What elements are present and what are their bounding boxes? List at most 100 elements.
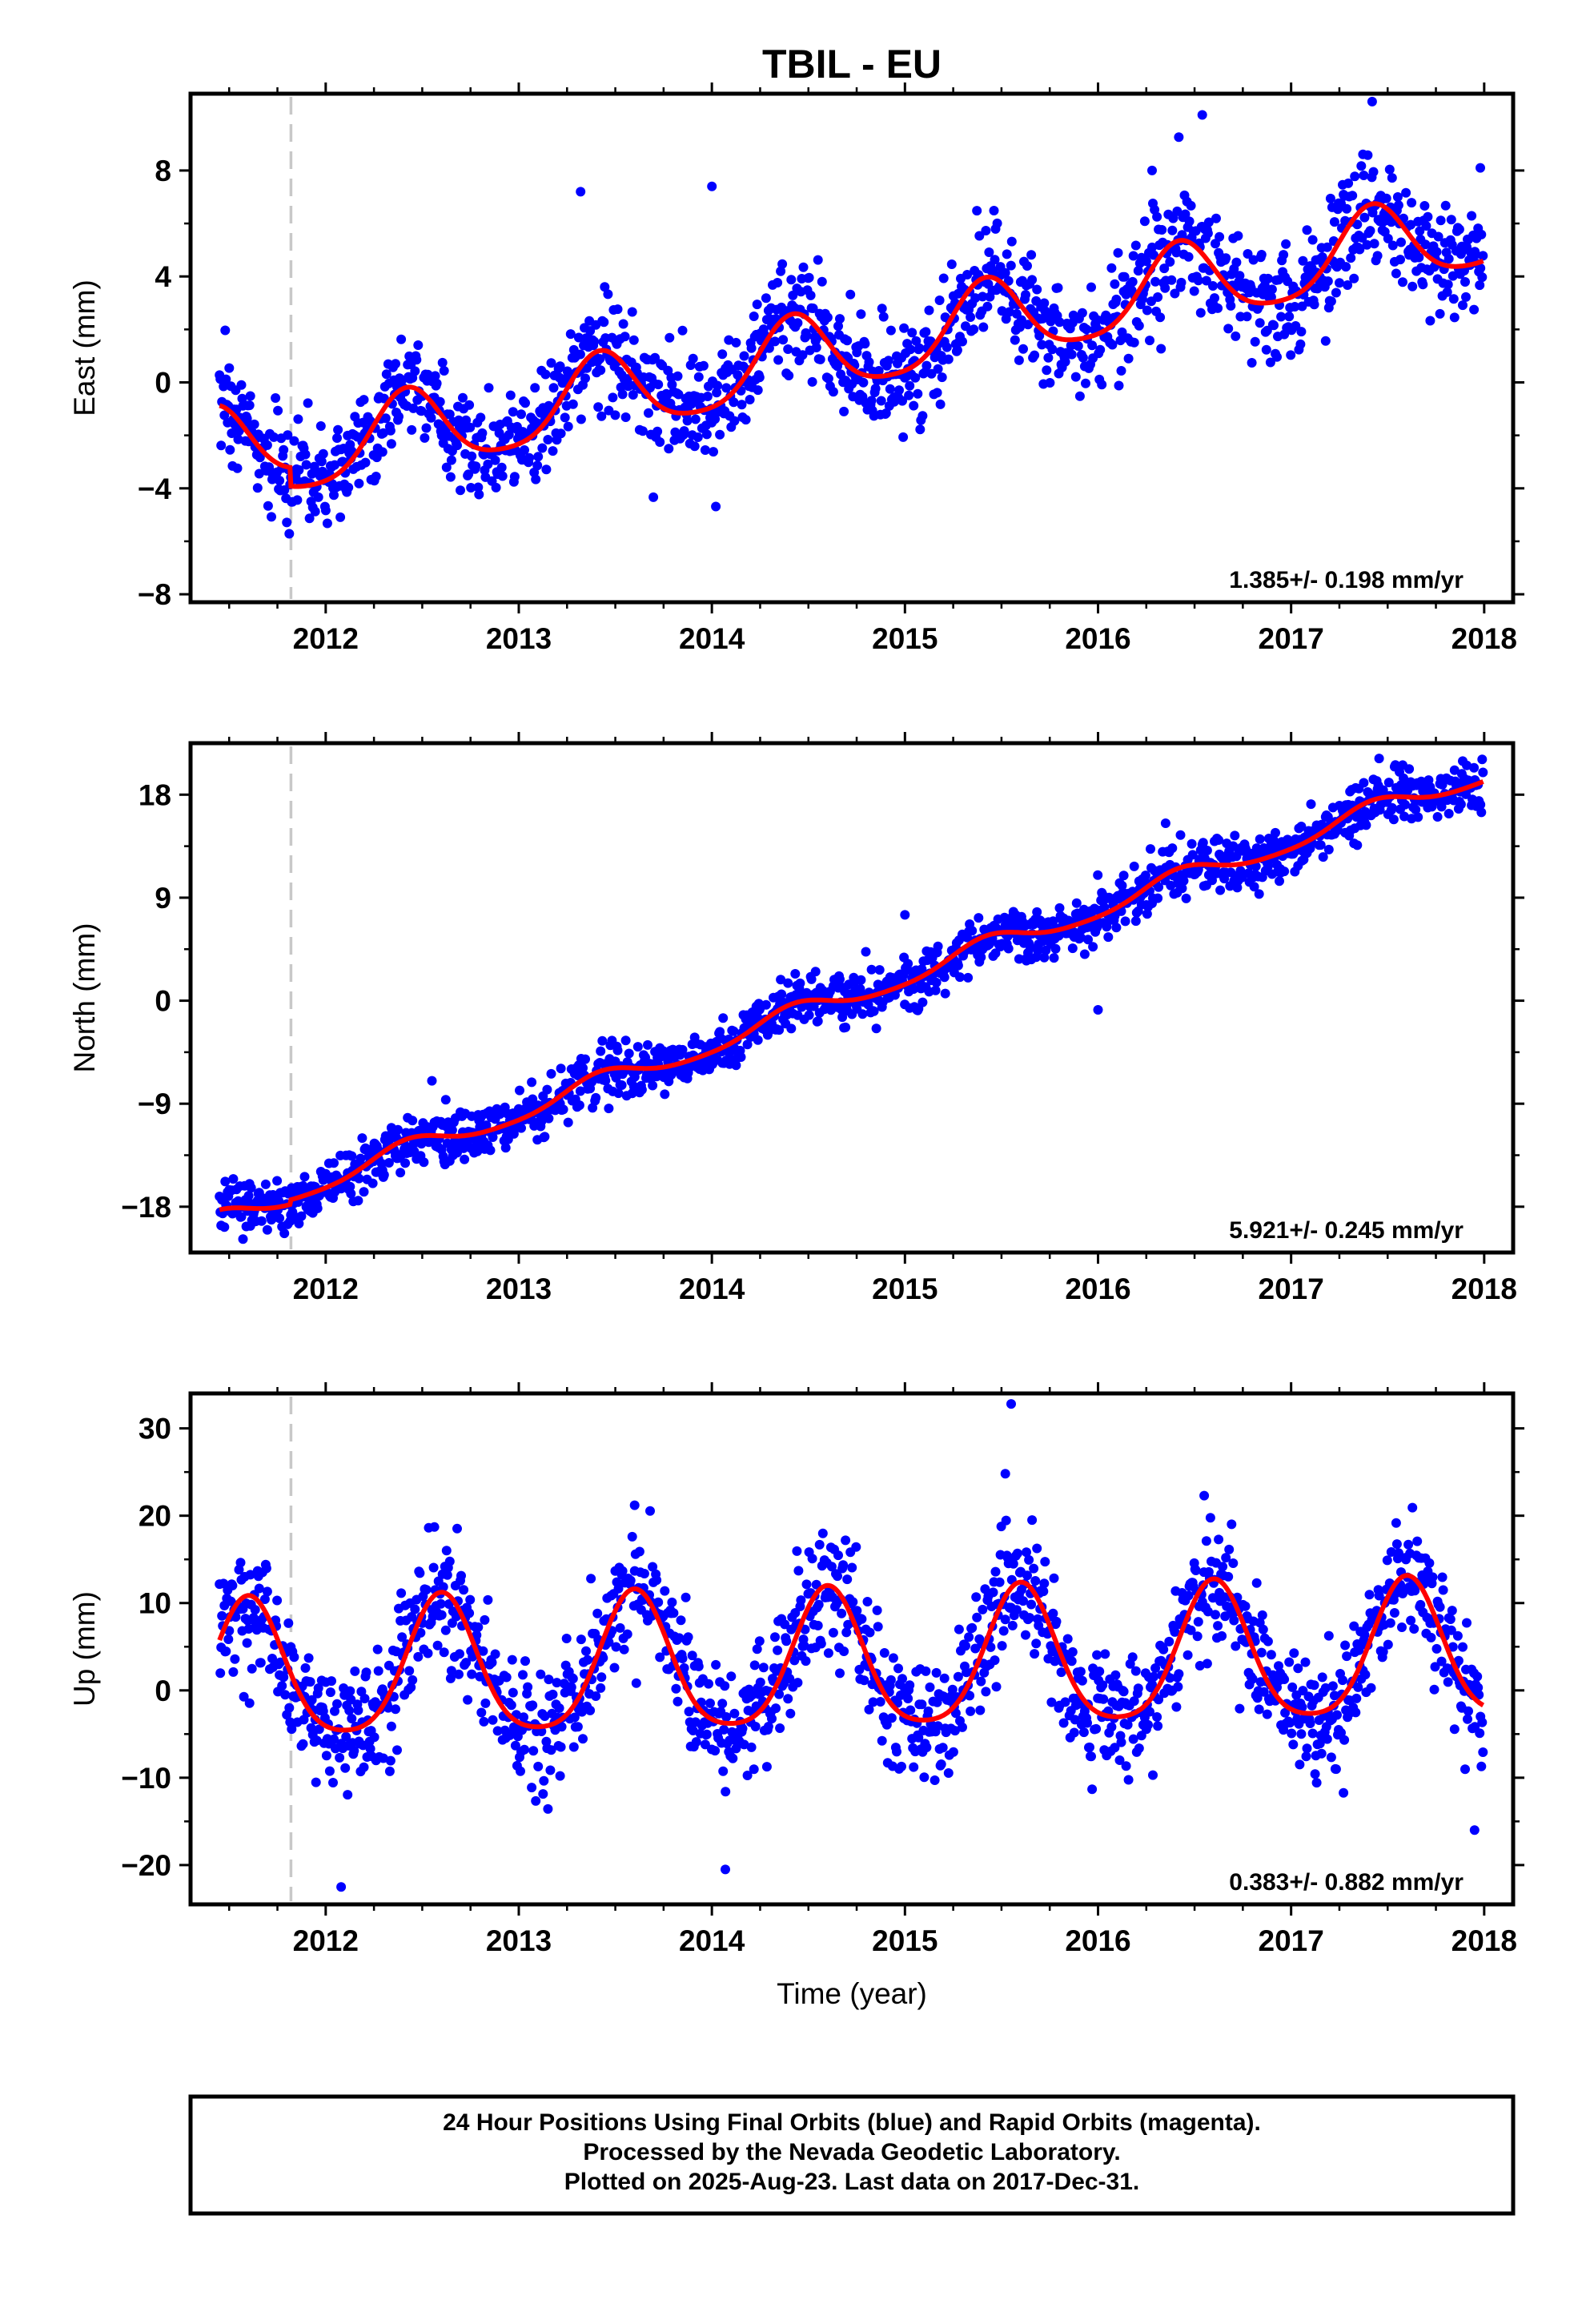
data-point bbox=[1071, 898, 1082, 908]
data-point bbox=[1130, 240, 1141, 251]
data-point bbox=[597, 1035, 608, 1046]
data-point bbox=[221, 374, 231, 384]
data-point bbox=[729, 1708, 740, 1719]
data-point bbox=[1421, 221, 1431, 231]
data-point bbox=[976, 1676, 986, 1687]
data-point bbox=[1054, 903, 1065, 913]
data-point bbox=[1056, 1667, 1066, 1678]
data-point bbox=[1094, 1667, 1105, 1677]
data-point bbox=[1213, 303, 1223, 313]
data-point bbox=[1259, 1687, 1269, 1697]
data-point bbox=[1396, 237, 1406, 247]
data-point bbox=[1476, 1761, 1487, 1771]
data-point bbox=[913, 1732, 924, 1743]
data-point bbox=[974, 231, 985, 241]
data-point bbox=[446, 1666, 456, 1676]
data-point bbox=[1447, 1606, 1457, 1616]
data-point bbox=[804, 272, 814, 283]
data-point bbox=[310, 506, 320, 517]
data-point bbox=[386, 439, 396, 449]
data-point bbox=[1208, 1593, 1218, 1603]
data-point bbox=[1323, 844, 1334, 854]
data-point bbox=[934, 296, 945, 305]
data-point bbox=[1223, 1571, 1234, 1582]
data-point bbox=[1021, 290, 1030, 300]
data-point bbox=[1088, 942, 1098, 952]
data-point bbox=[271, 393, 281, 403]
data-point bbox=[372, 1644, 383, 1655]
data-point bbox=[1406, 219, 1416, 230]
data-point bbox=[815, 354, 825, 364]
data-point bbox=[1184, 216, 1195, 227]
data-point-outlier bbox=[1147, 165, 1157, 175]
data-point bbox=[931, 977, 942, 987]
data-point bbox=[349, 1746, 359, 1756]
data-point bbox=[541, 464, 552, 475]
data-point bbox=[793, 1566, 804, 1576]
data-point bbox=[492, 1726, 503, 1736]
data-point bbox=[1287, 1682, 1298, 1692]
data-point bbox=[504, 429, 514, 440]
data-point bbox=[1263, 273, 1273, 283]
data-point bbox=[875, 1697, 885, 1707]
data-point bbox=[480, 1698, 491, 1708]
data-point bbox=[905, 380, 915, 391]
data-point bbox=[1288, 1739, 1299, 1750]
data-point bbox=[416, 406, 427, 416]
data-point bbox=[586, 1574, 596, 1584]
data-point bbox=[1327, 1681, 1338, 1691]
data-point bbox=[340, 1763, 351, 1773]
data-point bbox=[1034, 331, 1045, 341]
data-point bbox=[637, 426, 648, 436]
data-point bbox=[858, 377, 869, 388]
data-point bbox=[943, 1768, 954, 1778]
footer-line-2: Processed by the Nevada Geodetic Laborat… bbox=[583, 2139, 1120, 2165]
data-point bbox=[1073, 341, 1083, 352]
data-point bbox=[817, 276, 827, 287]
data-point bbox=[1039, 1578, 1050, 1589]
data-point bbox=[1316, 1748, 1327, 1759]
data-point bbox=[1443, 254, 1454, 264]
rate-label-up: 0.383+/- 0.882 mm/yr bbox=[1229, 1869, 1464, 1896]
data-point bbox=[1460, 1764, 1470, 1775]
data-point bbox=[583, 1655, 592, 1665]
data-point bbox=[1443, 279, 1453, 290]
data-point bbox=[575, 1086, 585, 1096]
data-point bbox=[771, 1703, 781, 1714]
data-point bbox=[892, 1747, 901, 1757]
data-point bbox=[580, 1054, 590, 1064]
data-point bbox=[263, 501, 273, 511]
data-point bbox=[729, 416, 740, 426]
data-point bbox=[788, 290, 798, 300]
data-point bbox=[1435, 1602, 1445, 1612]
data-point bbox=[1180, 209, 1191, 219]
data-point bbox=[729, 1026, 739, 1036]
data-point bbox=[581, 1646, 591, 1656]
data-point bbox=[1248, 255, 1259, 265]
data-point bbox=[823, 373, 833, 384]
data-point bbox=[838, 1560, 849, 1570]
data-point bbox=[383, 1158, 394, 1168]
data-point bbox=[327, 1676, 336, 1687]
data-point bbox=[1323, 276, 1333, 287]
data-point bbox=[1176, 277, 1186, 287]
data-point bbox=[976, 952, 986, 963]
data-point bbox=[404, 1666, 415, 1676]
data-point bbox=[272, 1176, 283, 1186]
data-point bbox=[552, 1678, 562, 1688]
data-point bbox=[780, 1619, 790, 1630]
data-point bbox=[1336, 1727, 1346, 1738]
data-point bbox=[967, 926, 978, 936]
data-point bbox=[536, 1669, 546, 1679]
data-point bbox=[1024, 1554, 1034, 1565]
data-point bbox=[217, 1610, 227, 1621]
data-point bbox=[1383, 1639, 1393, 1650]
data-point bbox=[972, 1612, 982, 1622]
data-point bbox=[1215, 885, 1226, 895]
data-point-outlier bbox=[1199, 1490, 1210, 1501]
data-point bbox=[279, 444, 289, 455]
data-point bbox=[1122, 1719, 1133, 1730]
data-point bbox=[1395, 255, 1405, 265]
data-point bbox=[1411, 805, 1421, 814]
data-point bbox=[813, 255, 823, 265]
